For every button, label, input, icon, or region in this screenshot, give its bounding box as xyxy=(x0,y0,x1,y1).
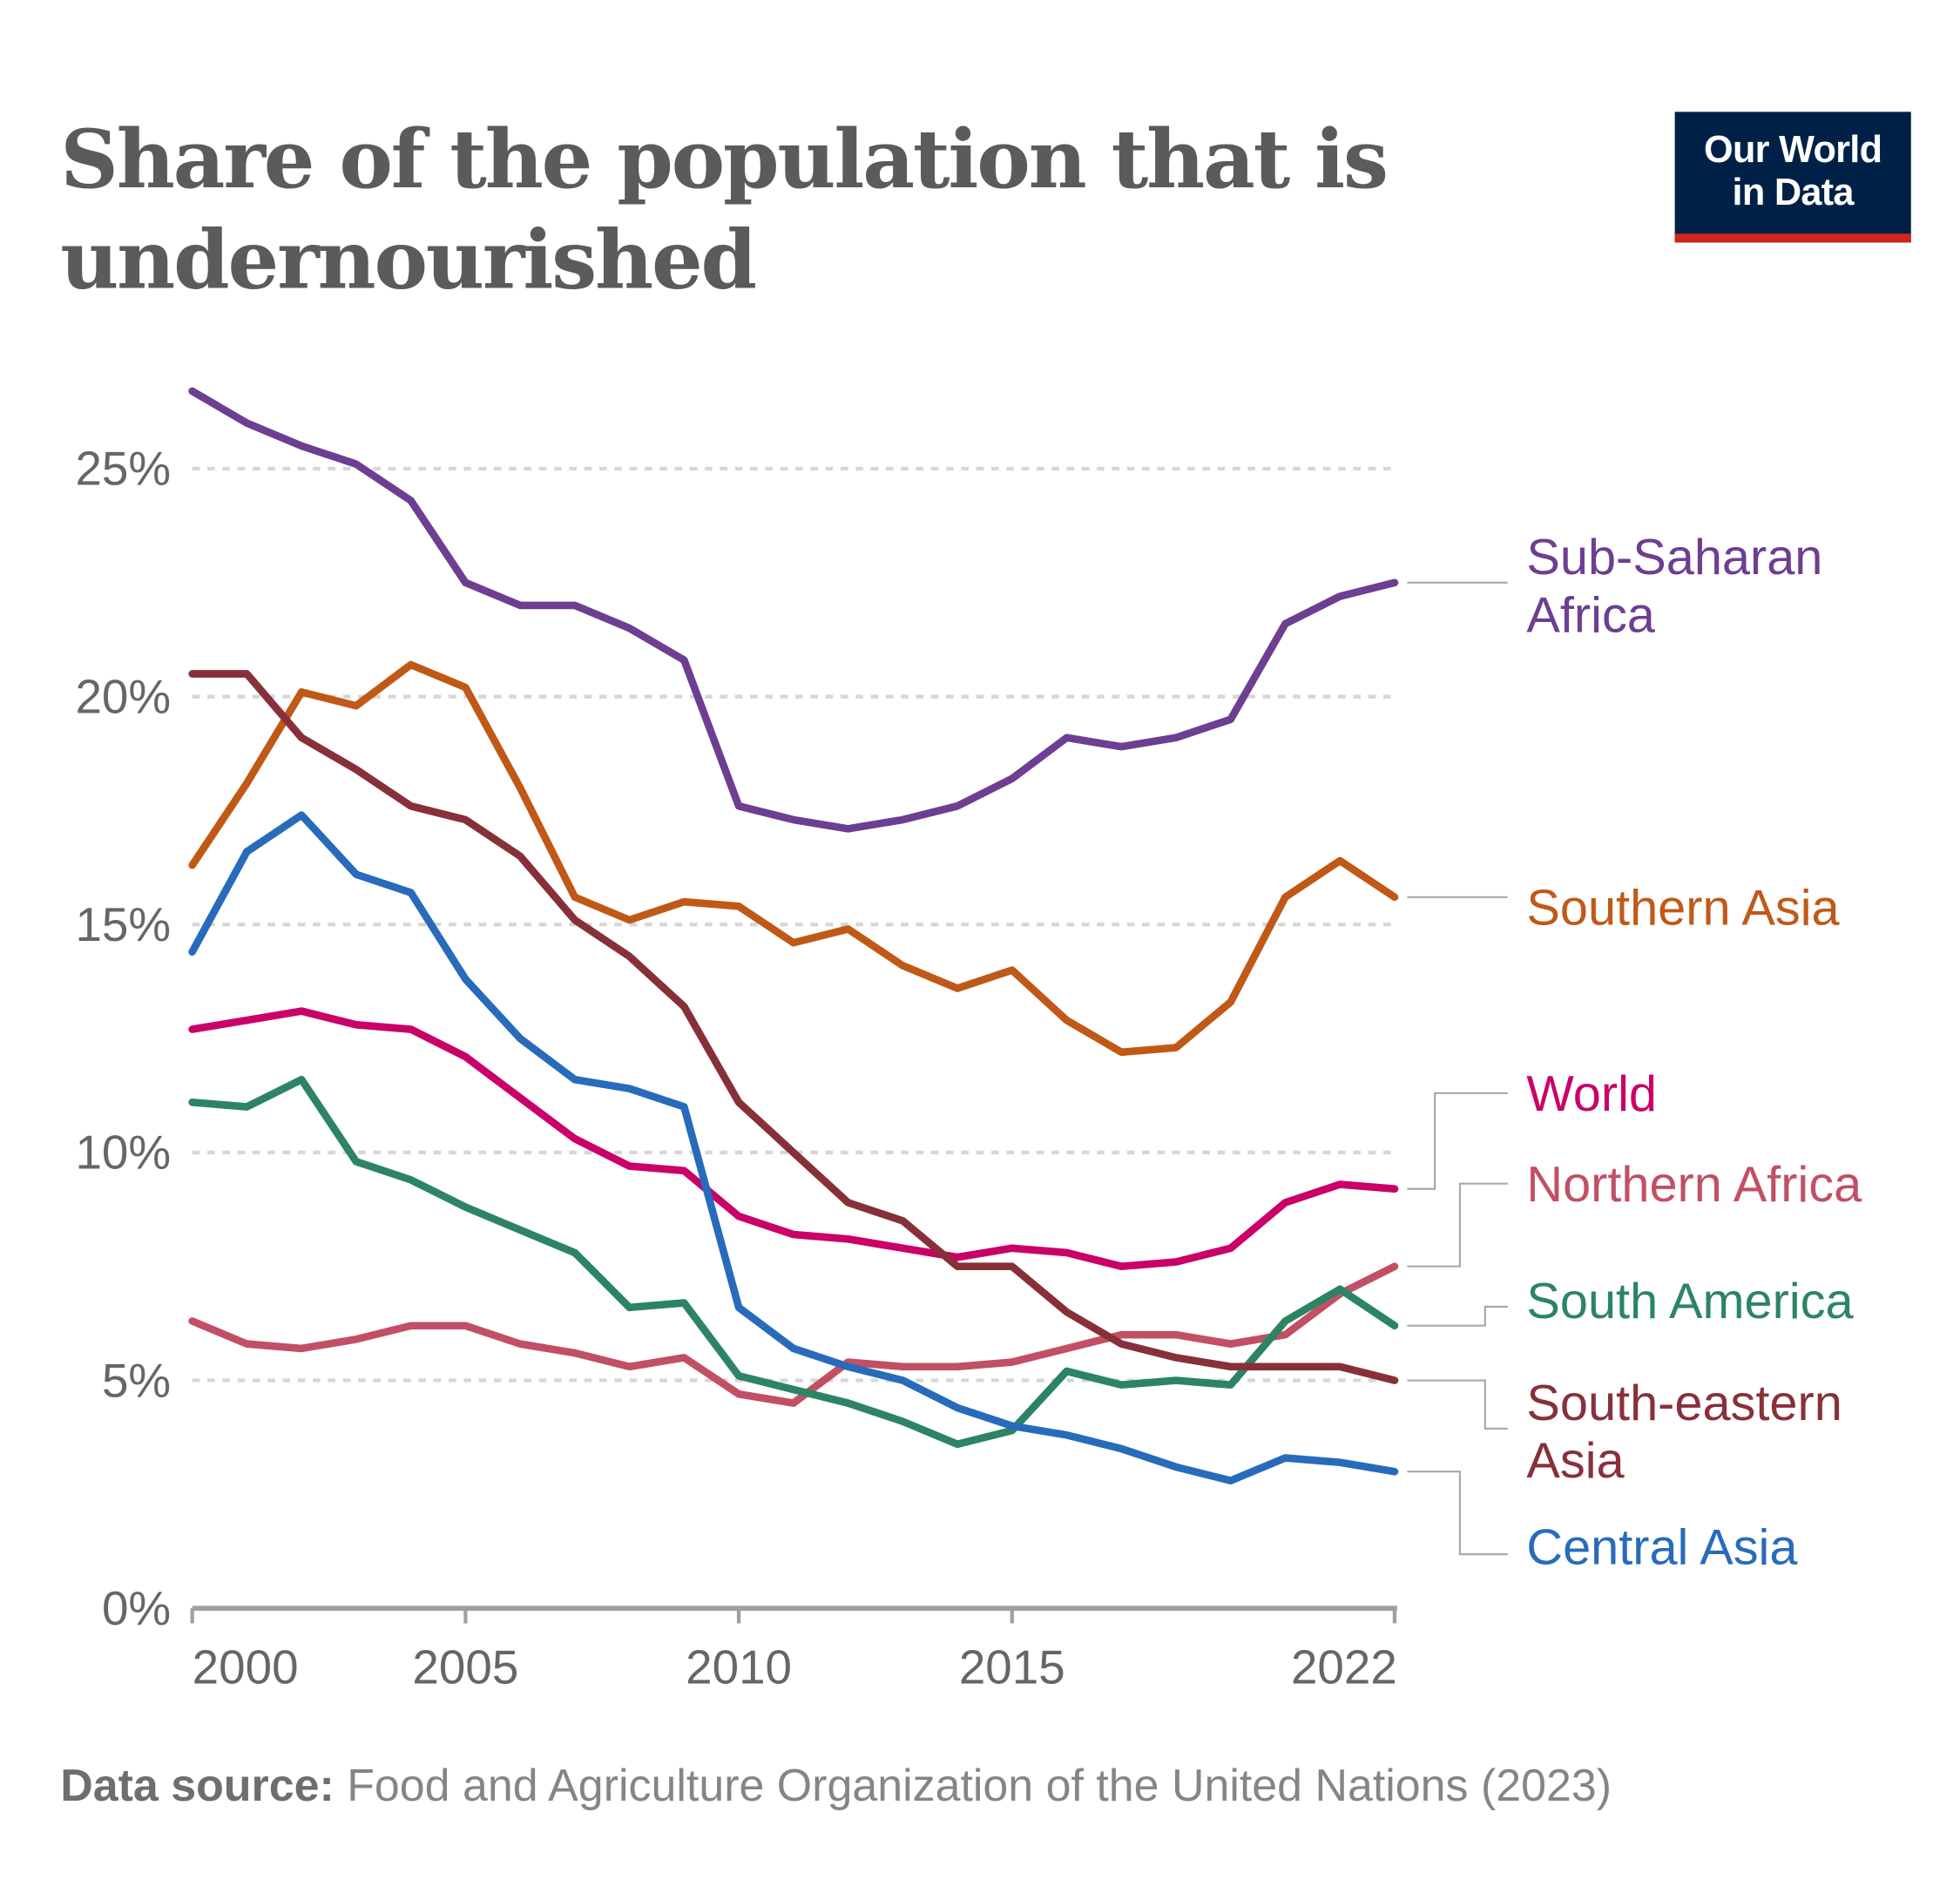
y-tick-label: 20% xyxy=(75,669,171,723)
chart-title: Share of the population that is undernou… xyxy=(60,112,1389,308)
y-tick-label: 25% xyxy=(75,442,171,496)
source-text: Food and Agriculture Organization of the… xyxy=(347,1759,1612,1811)
series-line-south-america xyxy=(188,1075,1399,1449)
series-label: South America xyxy=(1526,1274,1854,1329)
series-line-southern-asia xyxy=(188,660,1399,1057)
x-tick-label: 2015 xyxy=(959,1640,1065,1694)
series-label: Sub-Saharan Africa xyxy=(1526,530,1822,643)
x-tick-label: 2022 xyxy=(1291,1640,1397,1694)
series-line-central-asia xyxy=(188,811,1399,1484)
label-connector xyxy=(1407,1182,1508,1268)
series-line-world xyxy=(188,1007,1399,1271)
series-line-northern-africa xyxy=(188,1262,1399,1407)
source-label: Data source: xyxy=(60,1759,335,1811)
series-line-sub-saharan-africa xyxy=(188,387,1399,833)
logo-line-2: in Data xyxy=(1732,172,1855,214)
series-label: Northern Africa xyxy=(1526,1157,1862,1213)
label-connector xyxy=(1407,1379,1508,1430)
series-line-south-eastern-asia xyxy=(188,670,1399,1384)
x-tick-label: 2005 xyxy=(412,1640,518,1694)
series-label: World xyxy=(1526,1066,1657,1122)
x-tick-label: 2000 xyxy=(193,1640,299,1694)
y-tick-label: 15% xyxy=(75,897,171,951)
series-label: South-eastern Asia xyxy=(1526,1376,1842,1489)
x-tick-label: 2010 xyxy=(686,1640,792,1694)
series-label: Southern Asia xyxy=(1526,881,1840,936)
label-connector xyxy=(1407,1471,1508,1556)
y-tick-label: 0% xyxy=(102,1581,171,1635)
y-tick-label: 10% xyxy=(75,1126,171,1180)
label-connector xyxy=(1407,1305,1508,1327)
logo-line-1: Our World xyxy=(1704,129,1882,172)
series-label: Central Asia xyxy=(1526,1520,1798,1576)
data-source: Data source: Food and Agriculture Organi… xyxy=(60,1759,1612,1812)
label-connector xyxy=(1407,1092,1508,1190)
y-tick-label: 5% xyxy=(102,1353,171,1407)
owid-logo[interactable]: Our World in Data xyxy=(1674,112,1911,243)
